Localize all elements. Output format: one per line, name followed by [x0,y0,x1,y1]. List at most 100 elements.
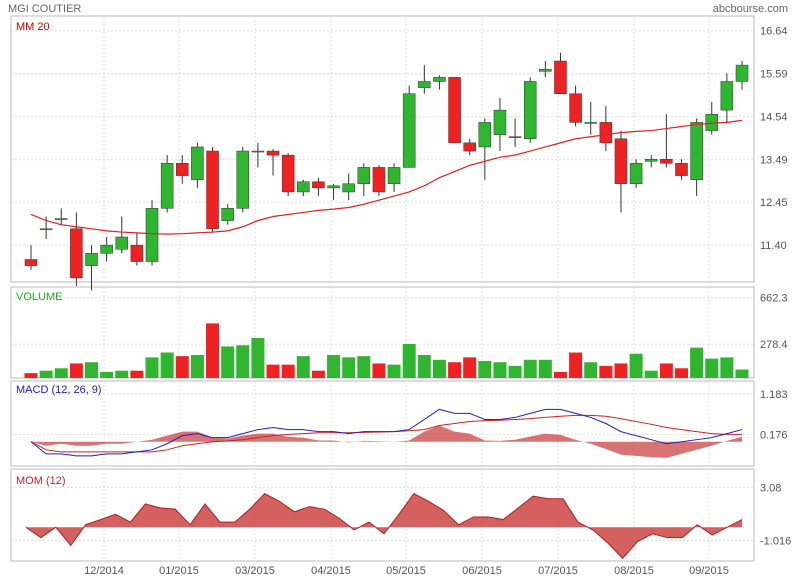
volume-bar [674,368,688,378]
candle-down [176,163,189,176]
candle-up [493,109,507,135]
volume-bar [24,373,38,378]
candle-down [599,122,613,144]
volume-bar [115,370,129,378]
candle-up [720,81,734,111]
volume-bar [281,364,295,378]
candle-up [539,68,552,72]
mom-tick-label: 3.08 [760,482,781,494]
volume-bar [508,365,522,378]
volume-bar [175,356,189,378]
candle-up [160,163,174,209]
x-axis-label: 12/2014 [84,565,124,577]
volume-bar [54,368,68,378]
panel-frame-3 [10,468,755,562]
candle-up [387,167,401,185]
volume-bar [720,357,734,378]
volume-bar [311,370,325,378]
price-panel-label: MM 20 [16,21,50,33]
candle-down [70,228,83,279]
chart-title: MGI COUTIER [8,3,82,15]
volume-bar [553,371,567,378]
volume-bar [463,357,477,378]
volume-bar [659,363,673,378]
x-axis-label: 09/2015 [689,565,729,577]
volume-bar [402,344,416,378]
volume-bar [569,352,583,378]
volume-bar [145,357,159,378]
candle-down [448,77,461,144]
candle-down [281,154,295,193]
volume-bar [387,364,401,378]
candle-up [327,185,340,189]
candle-up [100,244,113,254]
volume-bar [417,354,431,378]
candle-up [115,236,129,250]
x-axis-label: 06/2015 [462,565,502,577]
volume-bar [599,365,613,378]
candle-up [478,122,492,148]
volume-bar [448,362,462,378]
volume-bar [221,346,235,378]
volume-bar [690,347,704,378]
candle-up [433,77,446,82]
candle-up [251,150,265,153]
momentum-area [26,493,742,559]
candle-up [418,81,431,88]
candle-up [584,122,597,124]
panel-frame-0 [10,15,755,283]
candle-up [191,146,204,180]
volume-bar [206,323,220,378]
volume-bar [327,354,341,378]
volume-bar [493,362,507,378]
price-tick-label: 14.54 [760,112,788,124]
candle-down [660,158,673,164]
volume-bar [614,363,628,378]
x-axis-label: 01/2015 [159,565,199,577]
volume-bar [160,352,174,378]
volume-bar [190,354,204,378]
candle-down [614,138,628,185]
volume-bar [432,359,446,378]
candle-up [145,208,159,262]
price-tick-label: 11.40 [760,240,787,252]
volume-bar [372,363,386,378]
price-tick-label: 16.64 [760,26,788,38]
volume-bar [342,357,356,378]
volume-bar [236,345,250,378]
macd-tick-label: 1.183 [760,389,788,401]
candle-up [629,163,643,185]
volume-tick-label: 662.3 [760,293,788,305]
candle-up [297,181,310,193]
candle-up [39,228,53,231]
macd-panel-label: MACD (12, 26, 9) [16,384,102,396]
volume-bar [251,337,265,378]
candle-up [85,253,98,266]
candle-down [266,150,280,156]
x-axis-label: 04/2015 [311,565,351,577]
candle-up [402,93,416,168]
candle-up [508,136,522,138]
candle-up [221,208,234,221]
volume-bar [39,370,53,378]
volume-bar [357,356,371,378]
candle-down [24,259,38,266]
macd-tick-label: 0.176 [760,430,788,442]
volume-panel-label: VOLUME [16,291,62,303]
x-axis-label: 07/2015 [538,565,578,577]
candle-up [644,158,658,162]
macd-histogram-area [31,425,742,458]
mom-tick-label: -1.016 [760,535,791,547]
candle-down [463,142,476,152]
candle-up [690,122,703,180]
momentum-line [25,492,743,560]
panel-frame-2 [10,380,755,467]
candle-up [55,218,68,220]
candle-down [675,163,688,176]
volume-bar [538,359,552,378]
volume-bar [705,358,719,378]
volume-bar [69,363,83,378]
volume-tick-label: 278.4 [760,339,788,351]
